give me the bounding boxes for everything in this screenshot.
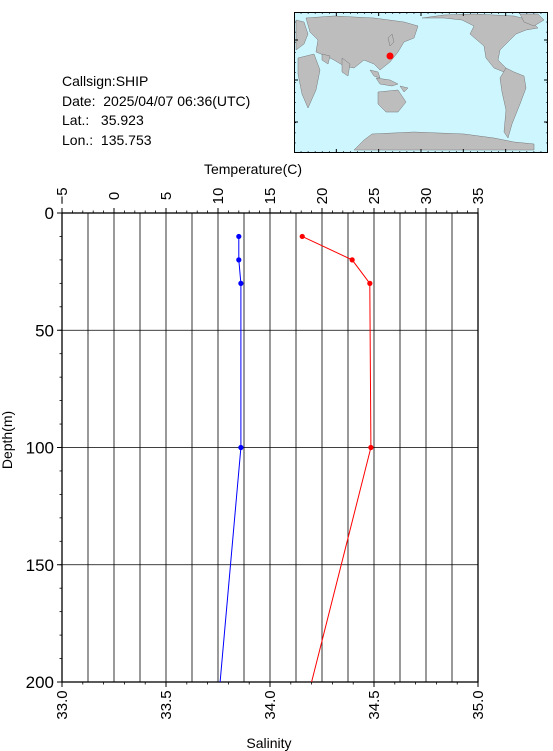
temperature-tick-label: 20 xyxy=(314,188,331,205)
depth-tick-label: 100 xyxy=(26,439,54,458)
depth-tick-label: 150 xyxy=(26,556,54,575)
salinity-tick-label: 34.0 xyxy=(262,690,279,719)
salinity-data-point xyxy=(236,233,242,240)
salinity-data-point xyxy=(238,444,244,451)
temperature-tick-label: 35 xyxy=(470,188,487,205)
temperature-tick-label: 5 xyxy=(158,192,175,200)
salinity-data-point xyxy=(238,280,244,286)
depth-axis-label: Depth(m) xyxy=(0,411,15,469)
salinity-profile-line xyxy=(219,236,242,683)
longitude-text: Lon.: 135.753 xyxy=(62,131,152,148)
depth-tick-label: 200 xyxy=(26,673,54,692)
temperature-data-point xyxy=(367,280,373,286)
ship-location-marker xyxy=(386,52,394,60)
salinity-tick-label: 35.0 xyxy=(470,690,487,719)
cast-info: Callsign:SHIP Date: 2025/04/07 06:36(UTC… xyxy=(62,72,250,150)
salinity-tick-label: 33.0 xyxy=(54,690,71,719)
temperature-tick-label: 30 xyxy=(418,188,435,205)
salinity-axis-label: Salinity xyxy=(246,735,291,751)
location-map: 0˚60˚E120˚E180˚120˚W60˚W0˚60˚N0˚60˚S xyxy=(294,12,548,153)
temperature-tick-label: 25 xyxy=(366,188,383,205)
temperature-tick-label: −5 xyxy=(54,187,71,204)
temperature-profile-line xyxy=(301,235,372,683)
temperature-data-point xyxy=(299,233,305,240)
chart-series xyxy=(219,233,374,683)
depth-tick-label: 0 xyxy=(45,204,54,223)
latitude-text: Lat.: 35.923 xyxy=(62,112,144,128)
temperature-data-point xyxy=(368,444,374,451)
temperature-axis-label: Temperature(C) xyxy=(204,161,302,177)
map-ticks xyxy=(294,12,548,153)
salinity-tick-label: 33.5 xyxy=(158,690,175,719)
date-text: Date: 2025/04/07 06:36(UTC) xyxy=(62,92,251,109)
map-land xyxy=(295,13,545,151)
salinity-data-point xyxy=(236,257,242,263)
salinity-tick-label: 34.5 xyxy=(366,690,383,719)
temperature-data-point xyxy=(349,257,355,263)
callsign-text: Callsign:SHIP xyxy=(62,73,149,89)
temperature-tick-label: 15 xyxy=(262,188,279,205)
depth-tick-label: 50 xyxy=(35,321,54,340)
temperature-tick-label: 10 xyxy=(210,188,227,205)
temperature-tick-label: 0 xyxy=(106,192,123,200)
chart-grid xyxy=(61,212,479,683)
